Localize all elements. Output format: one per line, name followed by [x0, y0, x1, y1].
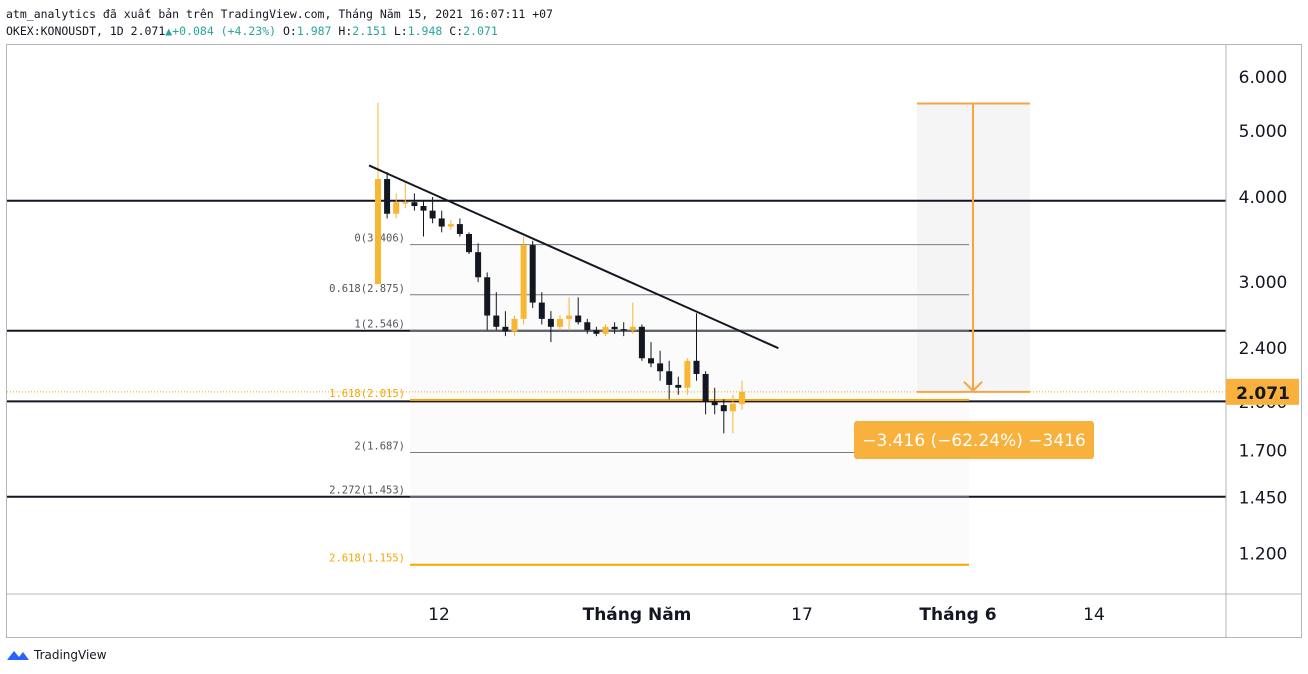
up-arrow-icon: ▲: [165, 24, 173, 38]
tradingview-logo-icon: [7, 651, 29, 660]
fib-level-label: 2.272(1.453): [329, 485, 405, 497]
candle-body: [484, 277, 491, 316]
candle-body: [402, 202, 409, 204]
candle-body: [684, 360, 691, 388]
price-tick-label: 1.700: [1239, 441, 1288, 461]
low-label: L:: [393, 24, 408, 38]
candle-body: [602, 326, 609, 334]
fib-level-label: 0.618(2.875): [329, 283, 405, 295]
candle-body: [520, 245, 527, 319]
candle-body: [575, 315, 582, 323]
time-tick-label: 14: [1083, 605, 1105, 625]
price-tick-label: 1.450: [1239, 488, 1288, 508]
fib-level-label: 2(1.687): [354, 441, 405, 453]
candle-body: [711, 402, 718, 406]
candle-body: [657, 363, 664, 372]
current-price-tag: [1226, 378, 1299, 405]
ohlc-line: OKEX:KONOUSDT, 1D 2.071▲+0.084 (+4.23%) …: [6, 24, 498, 38]
high-label: H:: [338, 24, 353, 38]
candle-body: [611, 326, 618, 330]
price-chart[interactable]: 0(3.406)0.618(2.875)1(2.546)1.618(2.015)…: [7, 45, 1301, 637]
chart-frame[interactable]: 0(3.406)0.618(2.875)1(2.546)1.618(2.015)…: [6, 44, 1302, 638]
fib-level-label: 1.618(2.015): [329, 388, 405, 400]
candle-body: [411, 202, 418, 207]
candle-body: [547, 318, 554, 327]
candle-body: [447, 224, 454, 227]
change-value: +0.084 (+4.23%): [172, 24, 277, 38]
candle-body: [675, 384, 682, 388]
candle-body: [666, 371, 673, 385]
fib-background: [410, 244, 969, 565]
candle-body: [493, 315, 500, 327]
publisher-line: atm_analytics đã xuất bản trên TradingVi…: [6, 7, 553, 21]
current-price-label: 2.071: [1236, 384, 1290, 404]
candle-body: [629, 326, 636, 331]
candle-body: [739, 391, 745, 405]
candle-body: [456, 224, 463, 234]
price-tick-label: 1.200: [1239, 544, 1288, 564]
close-label: C:: [449, 24, 464, 38]
price-tick-label: 3.000: [1239, 273, 1288, 293]
candle-body: [584, 322, 591, 331]
time-tick-label: 17: [791, 605, 813, 625]
candle-body: [693, 360, 700, 374]
measure-badge: [854, 421, 1094, 459]
measure-arrow-head-icon: [963, 381, 983, 393]
time-tick-label: 12: [428, 605, 450, 625]
candle-body: [429, 210, 436, 219]
footer: TradingView: [6, 648, 107, 662]
price-tick-label: 2.400: [1239, 339, 1288, 359]
candle-body: [557, 318, 563, 327]
symbol-label: OKEX:KONOUSDT, 1D: [6, 24, 124, 38]
candle-body: [529, 245, 536, 303]
open-label: O:: [283, 24, 297, 38]
fib-level-label: 1(2.546): [354, 319, 405, 331]
candle-body: [420, 206, 427, 211]
candle-body: [702, 373, 709, 403]
candle-body: [648, 358, 654, 364]
open-value: 1.987: [296, 24, 332, 38]
candle-body: [538, 302, 545, 319]
last-price: 2.071: [130, 24, 166, 38]
candle-body: [375, 179, 381, 285]
close-value: 2.071: [463, 24, 498, 38]
time-tick-label: Tháng 6: [919, 605, 996, 625]
footer-brand: TradingView: [34, 648, 107, 662]
candle-body: [638, 326, 645, 359]
candle-body: [720, 405, 727, 412]
candle-body: [593, 330, 600, 334]
candle-body: [466, 233, 472, 253]
candle-body: [475, 252, 482, 278]
publisher-text: atm_analytics đã xuất bản trên TradingVi…: [6, 7, 553, 21]
time-tick-label: Tháng Năm: [583, 605, 692, 625]
candle-body: [566, 315, 573, 319]
measure-label: −3.416 (−62.24%) −3416: [862, 431, 1086, 451]
candle-body: [502, 326, 509, 332]
candle-body: [620, 329, 627, 331]
price-tick-label: 4.000: [1239, 188, 1288, 208]
candle-body: [438, 218, 445, 227]
candle-body: [511, 318, 518, 332]
price-tick-label: 6.000: [1239, 68, 1288, 88]
fib-level-label: 2.618(1.155): [329, 553, 405, 565]
price-tick-label: 5.000: [1239, 122, 1288, 142]
trendline: [368, 164, 779, 350]
low-value: 1.948: [407, 24, 443, 38]
high-value: 2.151: [352, 24, 387, 38]
candle-body: [729, 403, 736, 412]
candle-body: [384, 179, 391, 214]
candle-body: [393, 202, 400, 214]
